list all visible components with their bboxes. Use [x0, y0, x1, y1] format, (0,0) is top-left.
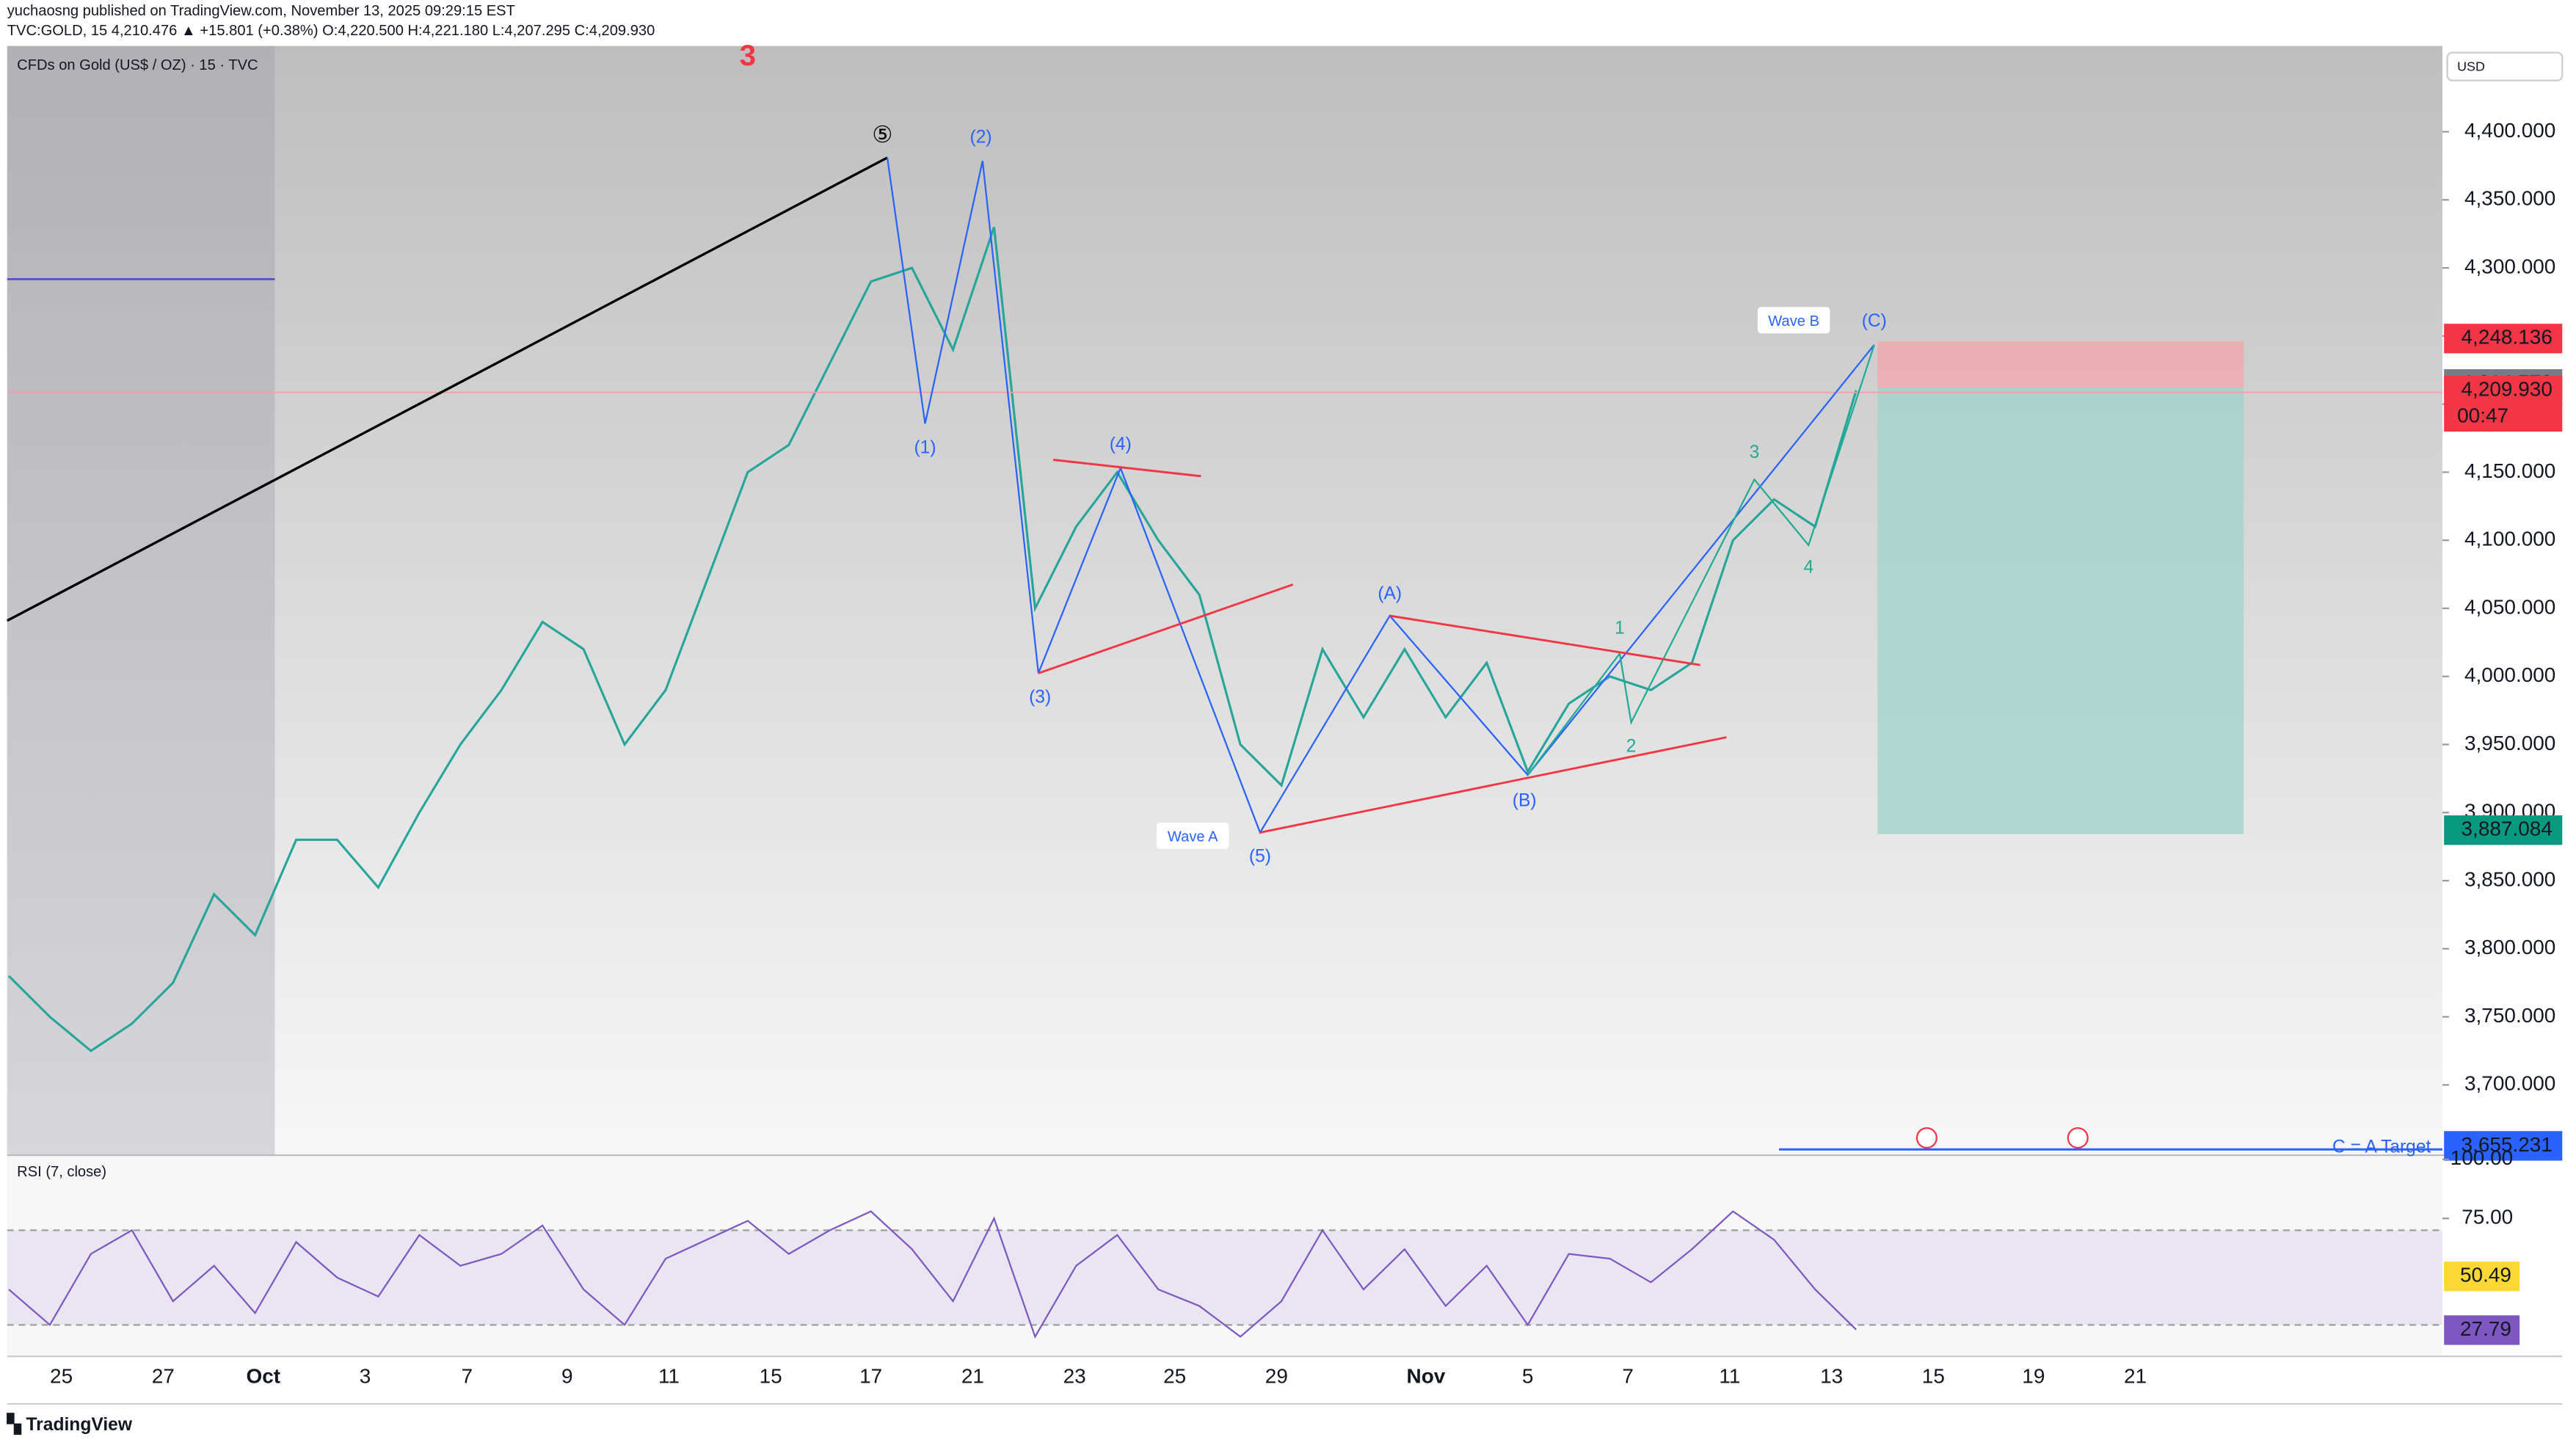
subwave-zigzag: [1527, 344, 1875, 776]
rsi-band: [7, 1230, 2442, 1325]
countdown-badge: [2444, 401, 2563, 432]
rsi-badge: [2444, 1315, 2520, 1345]
wave-label: (4): [1110, 434, 1132, 454]
rsi-title: RSI (7, close): [17, 1164, 106, 1180]
plot: [7, 226, 2442, 1339]
y-tick-label: 4,100.000: [2464, 528, 2555, 550]
y-tick-label: 3,850.000: [2464, 867, 2555, 890]
note-box: [1757, 307, 1830, 334]
rsi-badge: [2444, 1262, 2520, 1292]
x-tick-label: 17: [859, 1365, 882, 1388]
x-tick-label: 5: [1522, 1365, 1534, 1388]
x-tick-label: 7: [1622, 1365, 1634, 1388]
y-tick-label: 3,800.000: [2464, 936, 2555, 958]
footer: TradingView: [26, 1415, 133, 1435]
price-badge-label: 4,248.136: [2462, 326, 2553, 349]
x-tick-label: Nov: [1407, 1365, 1446, 1388]
y-tick-label: 3,700.000: [2464, 1072, 2555, 1095]
y-tick-label: 4,050.000: [2464, 595, 2555, 618]
wave-label: (A): [1378, 583, 1402, 603]
note: Wave A: [1168, 829, 1218, 845]
x-tick-label: 19: [2022, 1365, 2045, 1388]
x-tick-label: 25: [50, 1365, 73, 1388]
wave-label: ⑤: [872, 122, 892, 148]
axes: 3,700.0003,750.0003,800.0003,850.0003,90…: [50, 119, 2563, 1388]
y-tick-label: 4,150.000: [2464, 459, 2555, 482]
x-tick-label: 9: [561, 1365, 573, 1388]
price-badge: [2444, 815, 2563, 845]
trend-line: [6, 156, 888, 622]
y-tick-label: 3,750.000: [2464, 1004, 2555, 1027]
footer-logo: ▚ TradingView: [7, 1412, 133, 1435]
rsi-badge-label: 50.49: [2460, 1264, 2511, 1286]
event-icon[interactable]: [1915, 1127, 1938, 1149]
subwave-label: 3: [1750, 443, 1760, 462]
x-tick-label: 3: [360, 1365, 371, 1388]
note-box: [1157, 822, 1229, 849]
x-tick-label: 21: [961, 1365, 984, 1388]
target-zone: [1877, 387, 2244, 834]
wave-label: (2): [970, 127, 992, 147]
x-tick-label: 7: [461, 1365, 473, 1388]
symbol-line: TVC:GOLD, 15 4,210.476 ▲ +15.801 (+0.38%…: [7, 23, 655, 39]
rsi-badge-label: 27.79: [2460, 1317, 2511, 1340]
wave-label: (3): [1029, 687, 1051, 707]
rsi-line: [8, 1210, 1857, 1339]
price-badge-label: 3,655.231: [2462, 1133, 2553, 1156]
y-tick-label: 4,350.000: [2464, 187, 2555, 210]
x-tick-label: 11: [658, 1365, 680, 1388]
chart-title: CFDs on Gold (US$ / OZ) · 15 · TVC: [17, 57, 258, 73]
x-tick-label: 23: [1063, 1365, 1086, 1388]
x-tick-label: 15: [1922, 1365, 1945, 1388]
y-tick-label: 4,400.000: [2464, 119, 2555, 142]
x-tick-label: 27: [152, 1365, 175, 1388]
currency-box[interactable]: [2446, 51, 2564, 81]
header: yuchaosng published on TradingView.com, …: [7, 3, 515, 19]
countdown: 00:47: [2457, 404, 2508, 426]
x-tick-label: 13: [1820, 1365, 1843, 1388]
price-badge-label: 4,209.930: [2462, 378, 2553, 401]
rsi-pane: [7, 1156, 2442, 1357]
subwave-label: 2: [1626, 737, 1637, 757]
x-tick-label: 21: [2124, 1365, 2147, 1388]
red-line: [1259, 736, 1727, 834]
x-tick-label: 15: [760, 1365, 782, 1388]
event-icon[interactable]: [2067, 1127, 2089, 1149]
red-line: [1038, 583, 1294, 674]
y-tick-label: 4,000.000: [2464, 663, 2555, 686]
x-tick-label: 11: [1719, 1365, 1740, 1388]
price-badge: [2444, 1131, 2563, 1161]
wave-label: (5): [1249, 846, 1271, 866]
wave-label: (B): [1513, 790, 1537, 810]
subwave-label: 4: [1803, 558, 1813, 578]
marker: 3: [740, 39, 756, 72]
note: Wave B: [1768, 313, 1819, 330]
target-label: C = A Target: [2332, 1138, 2431, 1157]
wave-label: (C): [1862, 311, 1887, 331]
y-tick-label: 3,950.000: [2464, 732, 2555, 754]
price-badge: [2444, 324, 2563, 354]
red-line: [1052, 459, 1201, 478]
stop-zone: [1877, 341, 2244, 388]
x-tick-label: 25: [1163, 1365, 1186, 1388]
wave-label: (1): [914, 437, 936, 457]
red-line: [1389, 614, 1700, 666]
x-tick-label: Oct: [246, 1365, 280, 1388]
y-tick-label: 4,300.000: [2464, 255, 2555, 277]
rsi-tick-label: 100.00: [2451, 1146, 2514, 1169]
subwave-label: 1: [1615, 618, 1625, 638]
channel-lines: [1038, 459, 1727, 834]
rsi-tick-label: 75.00: [2462, 1206, 2513, 1229]
price-badge: [2444, 376, 2563, 406]
currency: USD: [2457, 59, 2485, 73]
price-line: [7, 226, 1858, 1052]
shaded-region: [7, 46, 275, 1154]
price-badge-label: 3,887.084: [2462, 818, 2553, 840]
x-tick-label: 29: [1265, 1365, 1288, 1388]
